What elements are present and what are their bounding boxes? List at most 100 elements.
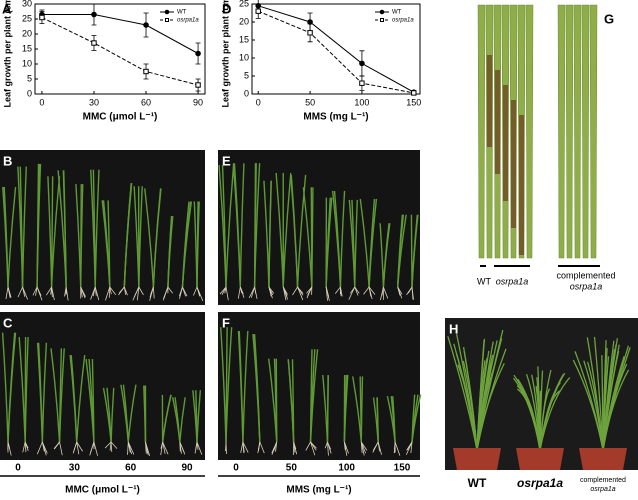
grass xyxy=(574,351,604,451)
y-tick-label: 20 xyxy=(22,28,32,38)
plant-root xyxy=(127,441,135,455)
plant-leaf xyxy=(339,190,346,288)
plant-root xyxy=(160,441,164,456)
plant-root xyxy=(108,286,111,298)
grass xyxy=(476,329,504,451)
y-tick-label: 0 xyxy=(244,88,249,98)
panel-label: H xyxy=(449,321,458,336)
legend-marker xyxy=(165,18,169,22)
x-tick-label: 0 xyxy=(39,97,44,107)
marker xyxy=(39,14,45,21)
lesion xyxy=(519,115,524,255)
plant-root xyxy=(76,441,80,455)
plant-root xyxy=(410,441,413,454)
plant-root xyxy=(293,441,297,450)
plot-frame xyxy=(251,3,421,95)
plant-root xyxy=(397,286,403,299)
plant-root xyxy=(372,441,379,451)
plant-leaf xyxy=(58,348,63,443)
plant-root xyxy=(162,441,169,455)
plant-root xyxy=(258,441,261,450)
plant-leaf xyxy=(225,165,235,288)
panel-label: G xyxy=(604,11,614,26)
line xyxy=(41,14,199,54)
marker xyxy=(143,22,149,28)
photo-axis-title: MMC (μmol L⁻¹) xyxy=(65,485,140,496)
x-tick-label: 150 xyxy=(406,97,421,107)
plant-leaf xyxy=(296,174,307,288)
plant-root xyxy=(297,286,304,296)
photo-tick: 90 xyxy=(181,463,193,474)
plant-leaf xyxy=(309,349,313,443)
y-tick-label: 30 xyxy=(22,0,32,8)
plant-root xyxy=(250,286,255,298)
photo-e xyxy=(218,150,420,305)
leaf xyxy=(557,4,566,259)
plant-leaf xyxy=(311,187,314,288)
grass xyxy=(455,353,478,451)
plant-root xyxy=(163,286,169,299)
plant-leaf xyxy=(379,223,385,288)
plant-root xyxy=(393,441,396,454)
plant-root xyxy=(239,286,244,295)
plant-root xyxy=(162,441,166,454)
plant-leaf xyxy=(75,184,82,288)
plant-leaf xyxy=(273,358,278,443)
marker xyxy=(359,80,365,86)
photo-tick: 0 xyxy=(233,463,239,474)
plant-root xyxy=(132,286,140,301)
plant-root xyxy=(24,441,29,449)
plant-leaf xyxy=(195,390,198,443)
plant-leaf xyxy=(411,214,419,288)
plant-leaf xyxy=(50,348,61,443)
plant-root xyxy=(273,441,278,451)
plant-root xyxy=(310,441,317,449)
plant-leaf xyxy=(88,358,95,443)
photo-label: complemented xyxy=(580,477,626,484)
grass xyxy=(601,355,604,451)
plant-leaf xyxy=(196,201,200,288)
plant-leaf xyxy=(122,384,129,443)
plant-root xyxy=(36,441,43,455)
plant-root xyxy=(24,441,27,453)
plant-root xyxy=(41,441,48,454)
plant-root xyxy=(73,441,78,452)
plant-root xyxy=(310,441,316,456)
plant-root xyxy=(324,441,328,449)
plant-root xyxy=(127,441,131,453)
pot xyxy=(453,448,501,470)
plant-root xyxy=(109,286,117,296)
plant-root xyxy=(268,286,275,294)
plant-root xyxy=(179,441,185,453)
leaf xyxy=(525,4,534,259)
plant-root xyxy=(225,286,229,301)
x-axis-title: MMC (μmol L⁻¹) xyxy=(83,112,158,123)
plant-root xyxy=(305,441,311,451)
plant-leaf xyxy=(287,359,295,443)
marker xyxy=(195,50,201,57)
plant-root xyxy=(394,441,401,456)
plant-root xyxy=(377,441,380,452)
plant-root xyxy=(136,286,140,301)
plant-leaf xyxy=(232,163,242,288)
plant-root xyxy=(90,286,96,300)
legend-label: WT xyxy=(177,10,187,16)
plant-leaf xyxy=(161,394,172,443)
plant-leaf xyxy=(167,216,173,288)
plant-leaf xyxy=(21,166,27,288)
y-tick-label: 15 xyxy=(239,34,249,44)
marker xyxy=(91,11,97,18)
plant-leaf xyxy=(237,330,244,443)
plant-root xyxy=(360,441,363,454)
line xyxy=(258,5,415,93)
marker xyxy=(255,8,261,14)
plant-root xyxy=(149,286,154,298)
plant-leaf xyxy=(172,397,181,443)
plant-leaf xyxy=(36,163,40,288)
plant-root xyxy=(35,286,38,296)
plant-leaf xyxy=(343,374,349,443)
plant-leaf xyxy=(179,397,186,443)
plant-root xyxy=(93,441,98,456)
plant-leaf xyxy=(50,176,54,288)
photo-label: osrpa1a xyxy=(570,281,603,291)
